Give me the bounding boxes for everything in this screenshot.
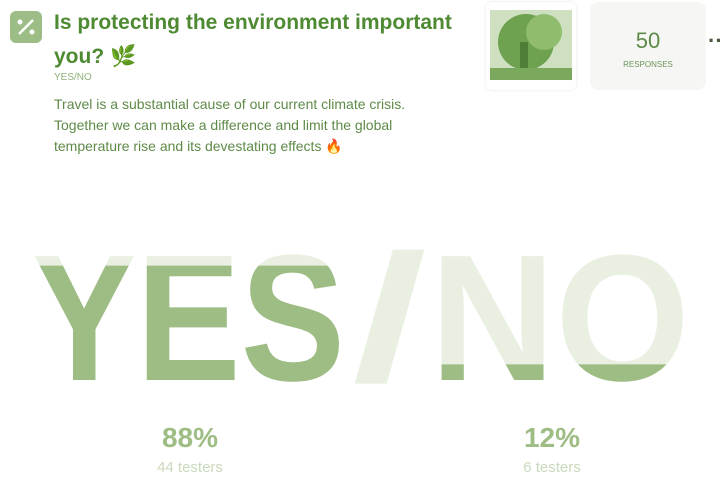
thumbnail[interactable] <box>486 2 576 90</box>
result-fill: NO <box>430 218 690 419</box>
description-line: temperature rise and its devestating eff… <box>54 136 405 157</box>
more-menu[interactable]: ·· <box>708 28 723 54</box>
result-word: NO <box>430 218 690 419</box>
responses-label: RESPONSES <box>590 60 706 69</box>
thumbnail-image <box>486 2 576 90</box>
result-testers: 44 testers <box>157 459 223 476</box>
question-icon <box>10 11 42 43</box>
question-type: YES/NO <box>54 72 92 83</box>
description: Travel is a substantial cause of our cur… <box>54 94 405 157</box>
separator: / <box>352 218 427 419</box>
icon-glyph <box>10 11 42 43</box>
result-testers: 6 testers <box>523 459 581 476</box>
page: Is protecting the environment important … <box>0 0 724 477</box>
result-percent: 88% <box>162 422 218 453</box>
question-title: Is protecting the environment important … <box>54 6 474 74</box>
result-fill: YES <box>32 218 345 419</box>
result-percent: 12% <box>524 422 580 453</box>
responses-count: 50 <box>590 28 706 54</box>
responses-card: 50 RESPONSES <box>590 2 706 90</box>
description-line: Travel is a substantial cause of our cur… <box>54 94 405 115</box>
result-word: YES <box>32 218 345 419</box>
description-line: Together we can make a difference and li… <box>54 115 405 136</box>
